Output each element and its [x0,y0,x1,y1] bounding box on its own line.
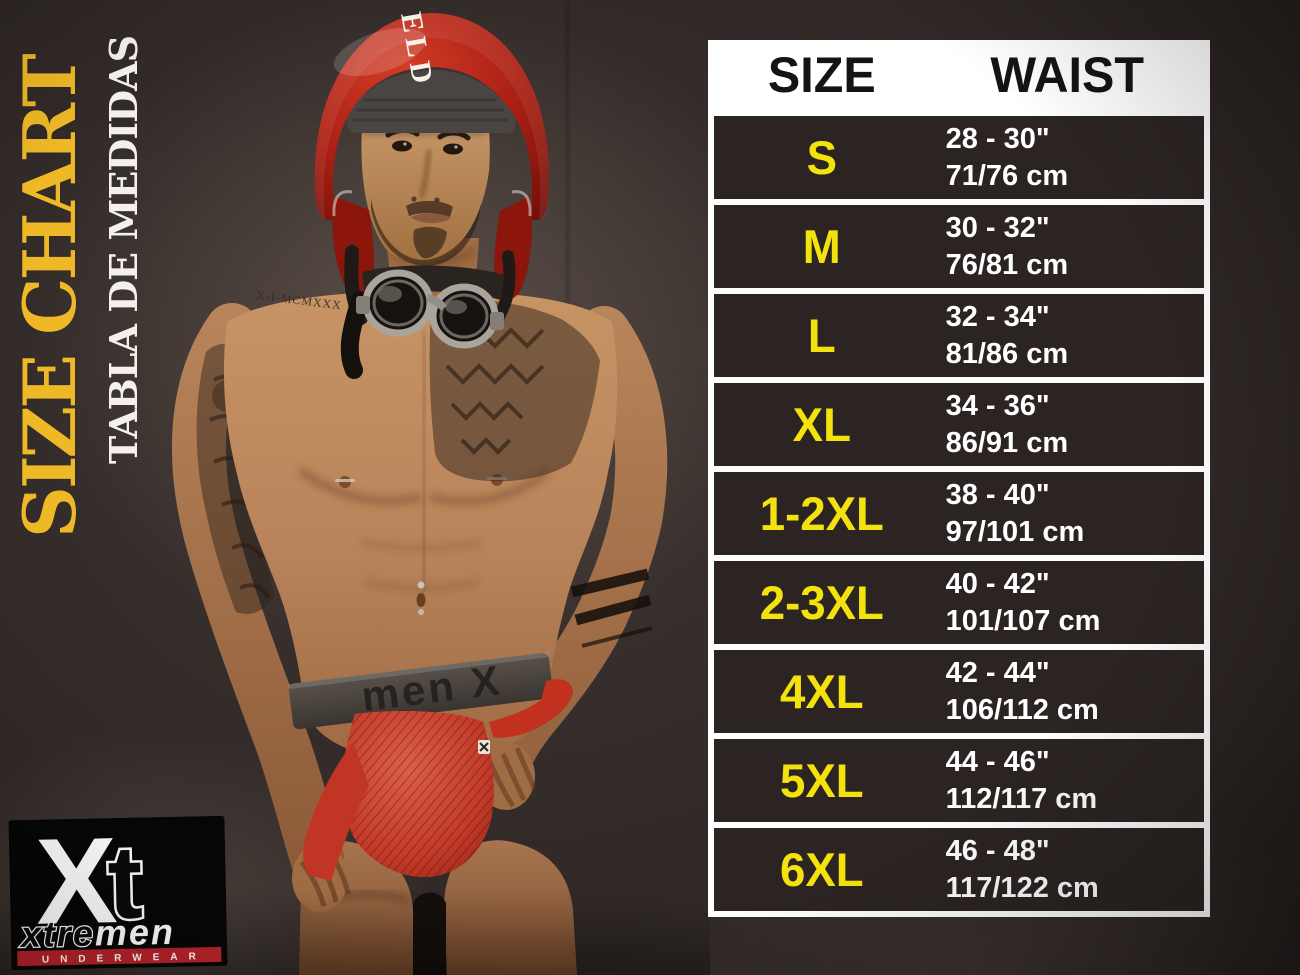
size-cell: 5XL [779,754,864,807]
waist-inches: 40 - 42" [945,568,1050,601]
side-strap [489,679,573,738]
waist-cm: 117/122 cm [945,871,1099,904]
waist-cm: 86/91 cm [945,426,1069,459]
model-photo: X-I-MCMXXX [0,9,710,975]
goggles [356,265,504,349]
logo-banner [17,946,222,967]
waist-cm: 76/81 cm [945,248,1069,281]
waistband [288,652,554,730]
size-cell: 6XL [779,843,864,896]
eye [443,143,463,155]
navel-piercing [417,581,425,589]
waist-inches: 44 - 46" [945,746,1050,779]
header-waist: WAIST [990,47,1144,103]
waist-cell: 28 - 30" 71/76 cm [930,116,1204,199]
waist-cell: 38 - 40" 97/101 cm [930,472,1204,555]
logo-t: t [107,824,144,941]
waist-inches: 42 - 44" [945,657,1050,690]
logo-word-dark: xtre [18,912,95,955]
logo-x: X [34,816,118,950]
size-cell: 1-2XL [759,487,884,540]
waist-cell: 44 - 46" 112/117 cm [930,739,1204,822]
waist-cm: 112/117 cm [945,782,1098,815]
size-chart-table: SIZE WAIST S 28 - 30" 71/76 cm M 30 - 32… [708,40,1210,917]
waist-inches: 28 - 30" [945,123,1050,156]
table-row: 5XL 44 - 46" 112/117 cm [714,739,1204,822]
waist-cm: 106/112 cm [945,693,1099,726]
table-row: 6XL 46 - 48" 117/122 cm [714,828,1204,911]
brand-logo: X t xtremen UNDERWEAR [8,816,228,971]
size-cell: 4XL [779,665,864,718]
table-row: XL 34 - 36" 86/91 cm [714,383,1204,466]
waist-inches: 32 - 34" [945,301,1050,334]
table-header: SIZE WAIST [714,40,1204,110]
torso: X-I-MCMXXX [223,288,618,761]
jock-strap [303,742,369,881]
table-row: M 30 - 32" 76/81 cm [714,205,1204,288]
underwear: men X [288,652,573,881]
armband-tattoo [570,568,650,598]
size-cell: XL [792,398,851,451]
waist-inches: 30 - 32" [945,212,1050,245]
waist-cell: 32 - 34" 81/86 cm [930,294,1204,377]
waist-cell: 40 - 42" 101/107 cm [930,561,1204,644]
table-row: 4XL 42 - 44" 106/112 cm [714,650,1204,733]
waist-inches: 38 - 40" [945,479,1050,512]
waist-inches: 46 - 48" [945,835,1050,868]
waist-cm: 81/86 cm [945,337,1069,370]
waist-cm: 101/107 cm [945,604,1101,637]
waist-inches: 34 - 36" [945,390,1050,423]
logo-word-light: men [94,911,175,954]
waist-cell: 46 - 48" 117/122 cm [930,828,1204,911]
size-cell: L [807,309,836,362]
logo-banner-text: UNDERWEAR [42,951,207,965]
waist-cell: 34 - 36" 86/91 cm [930,383,1204,466]
waist-cell: 30 - 32" 76/81 cm [930,205,1204,288]
mustache [406,200,453,217]
wall-seam [566,0,569,310]
waist-cm: 97/101 cm [945,515,1085,548]
table-row: S 28 - 30" 71/76 cm [714,116,1204,199]
header-size: SIZE [767,47,876,103]
lips [411,213,451,224]
nose [418,149,432,198]
table-row: 1-2XL 38 - 40" 97/101 cm [714,472,1204,555]
page-subtitle: TABLA DE MEDIDAS [101,35,146,464]
helmet-shell [314,13,550,221]
page-title: SIZE CHART [7,56,92,538]
table-row: 2-3XL 40 - 42" 101/107 cm [714,561,1204,644]
size-cell: 2-3XL [759,576,884,629]
navel [416,593,426,607]
table-row: L 32 - 34" 81/86 cm [714,294,1204,377]
size-cell: M [802,220,841,273]
svg-text:xtremen: xtremen [18,911,175,955]
beard-stubble [371,198,481,266]
sleeve-tattoo [196,343,274,615]
waist-cm: 71/76 cm [945,159,1069,192]
eye [392,140,412,152]
waist-cell: 42 - 44" 106/112 cm [930,650,1204,733]
size-cell: S [806,131,837,184]
chin-beard [413,226,447,259]
